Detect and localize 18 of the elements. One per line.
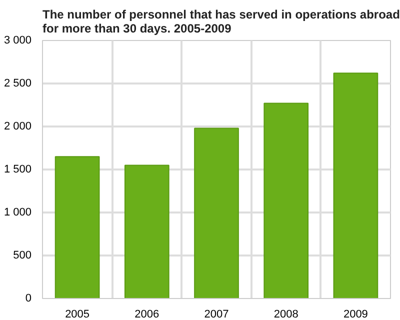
- y-tick-label: 2 000: [4, 120, 32, 132]
- y-tick-label: 3 000: [4, 34, 32, 46]
- x-tick-label: 2006: [134, 308, 160, 320]
- x-tick-label: 2008: [274, 308, 298, 320]
- bar: [54, 156, 100, 298]
- bar: [264, 102, 309, 298]
- x-tick-label: 2009: [343, 308, 368, 320]
- y-tick-label: 500: [13, 250, 32, 262]
- x-tick-label: 2005: [65, 308, 90, 320]
- y-tick-label: 2 500: [4, 78, 32, 90]
- bar: [124, 164, 170, 298]
- chart-title: The number of personnel that has served in operations abroad for more than 30 days. 2005-2009: [42, 8, 400, 36]
- bar: [333, 72, 378, 298]
- y-tick-label: 0: [25, 292, 32, 304]
- y-tick-label: 1 000: [4, 206, 32, 218]
- y-tick-label: 1 500: [4, 164, 32, 176]
- bar: [194, 128, 239, 298]
- x-tick-label: 2007: [204, 308, 229, 320]
